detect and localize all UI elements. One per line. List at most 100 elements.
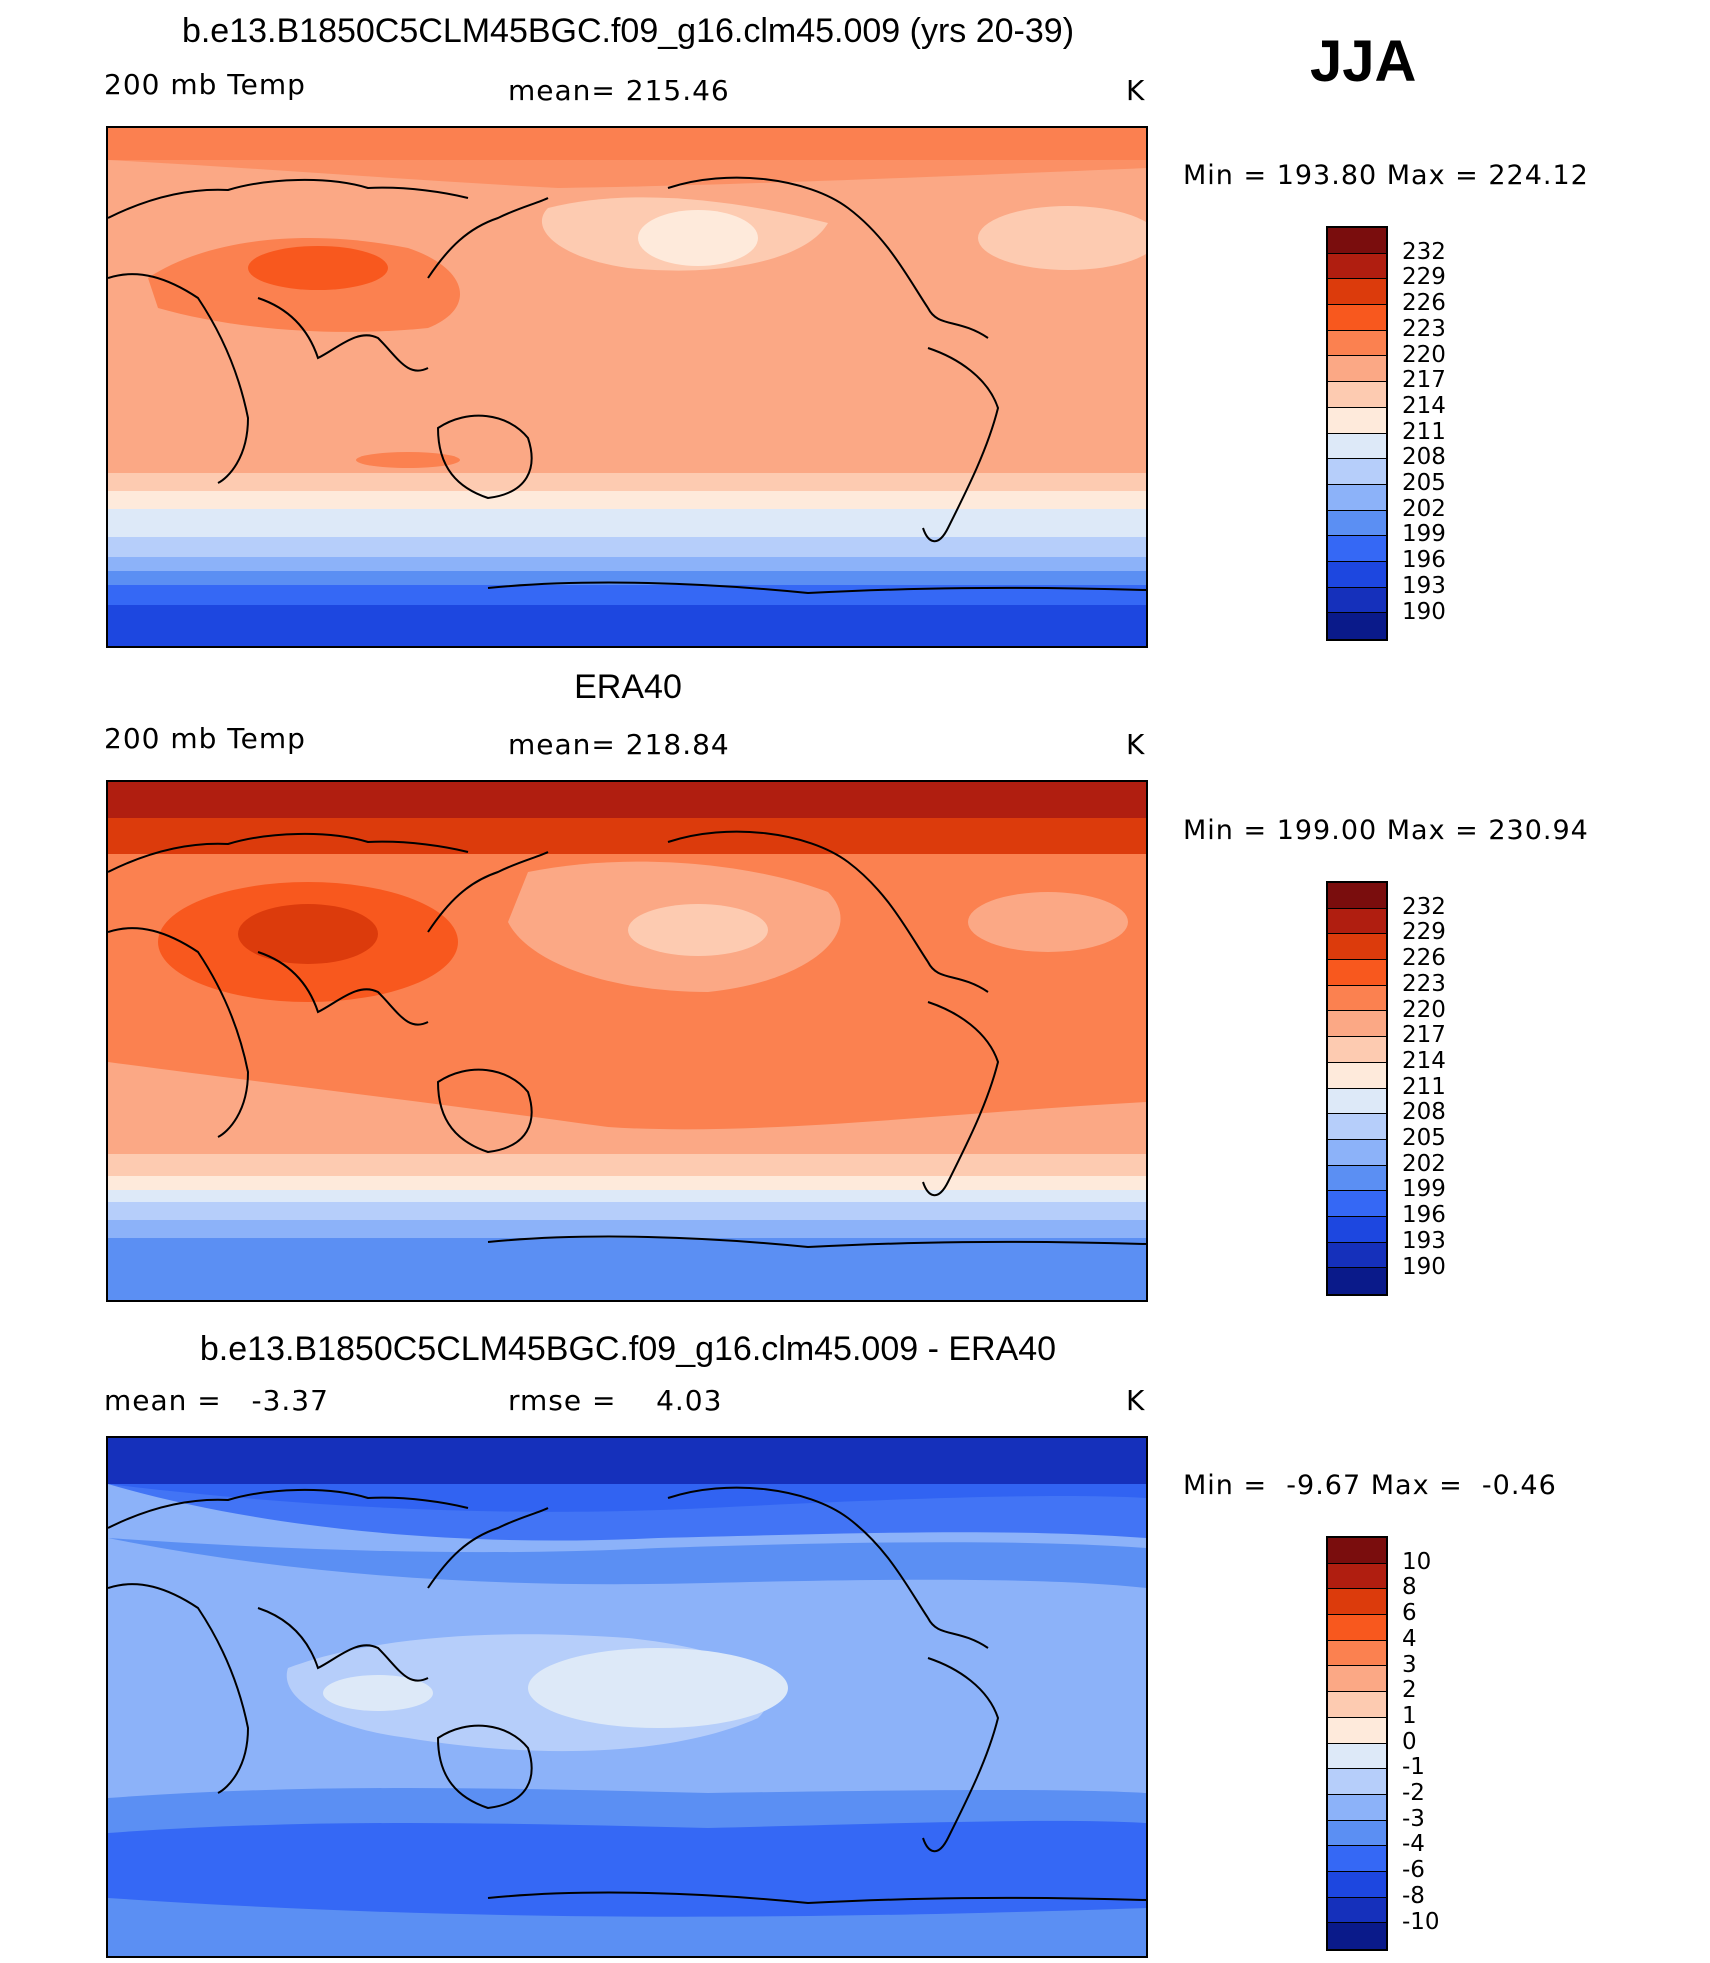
colorbar-box	[1328, 1794, 1386, 1821]
colorbar-tick-label: 220	[1402, 341, 1446, 368]
panel-1-colorbar-boxes	[1326, 226, 1388, 641]
panel-2-coast-north-america	[667, 830, 989, 993]
panel-2-coast-south-america	[922, 1001, 1000, 1197]
colorbar-box	[1328, 1037, 1386, 1063]
panel-2-band-s5	[108, 1220, 1146, 1238]
panel-3-coast-africa	[108, 1583, 250, 1794]
panel-3-band-arctic	[108, 1438, 1146, 1484]
colorbar-tick-label: 229	[1402, 919, 1446, 946]
colorbar-box	[1328, 1139, 1386, 1166]
colorbar-box	[1328, 587, 1386, 614]
colorbar-tick-label: 199	[1402, 1176, 1446, 1203]
panel-3-coast-south-america	[922, 1657, 1000, 1853]
panel-3-coast-eurasia-north	[108, 1489, 469, 1529]
panel-3-colorbar-boxes	[1326, 1536, 1388, 1951]
colorbar-tick-label: 10	[1402, 1548, 1432, 1575]
panel-1-map-svg	[108, 128, 1146, 646]
panel-3-rmse: rmse = 4.03	[508, 1384, 723, 1417]
colorbar-tick-label: 220	[1402, 996, 1446, 1023]
panel-1-sh-warm	[356, 452, 460, 468]
colorbar-box	[1328, 1743, 1386, 1770]
colorbar-tick-label: 223	[1402, 970, 1446, 997]
colorbar-tick-label: 208	[1402, 444, 1446, 471]
colorbar-tick-label: 229	[1402, 264, 1446, 291]
panel-1-coast-north-america	[667, 176, 989, 339]
colorbar-box	[1328, 536, 1386, 562]
panel-3-coast-australia	[436, 1724, 533, 1810]
panel-3-colorbar: 10 8 6 4 3 2 1 0 -1 -2 -3 -4 -6 -8 -10	[1326, 1536, 1440, 1951]
colorbar-box	[1328, 1088, 1386, 1115]
panel-1-coast-east-asia	[427, 197, 549, 279]
colorbar-tick-label: 214	[1402, 1047, 1446, 1074]
colorbar-box	[1328, 407, 1386, 434]
colorbar-tick-label: 223	[1402, 315, 1446, 342]
panel-2-band-arctic	[108, 782, 1146, 818]
panel-1-band-s6	[108, 571, 1146, 585]
panel-1-coast-south-asia	[257, 297, 429, 372]
colorbar-box	[1328, 330, 1386, 357]
panel-1-coast-africa	[108, 273, 250, 484]
panel-2-coastlines	[108, 830, 1146, 1249]
panel-3-coast-north-america	[667, 1486, 989, 1649]
panel-2-pacific-core	[628, 904, 768, 956]
panel-1-colorbar: 232 229 226 223 220 217 214 211 208 205 202 199 196 1…	[1326, 226, 1446, 641]
colorbar-tick-label: 0	[1402, 1728, 1417, 1755]
colorbar-tick-label: 211	[1402, 418, 1446, 445]
panel-2-colorbar-boxes	[1326, 881, 1388, 1296]
panel-3-units: K	[1126, 1384, 1146, 1417]
colorbar-box	[1328, 1871, 1386, 1898]
colorbar-tick-label: 205	[1402, 470, 1446, 496]
panel-2-band-s3	[108, 1190, 1146, 1202]
panel-2-band-s6	[108, 1238, 1146, 1300]
panel-2-title: ERA40	[574, 668, 682, 706]
colorbar-box	[1328, 356, 1386, 383]
panel-1-band-s3	[108, 509, 1146, 537]
colorbar-box	[1328, 883, 1386, 909]
panel-3-map-svg	[108, 1438, 1146, 1956]
panel-1-coastlines	[108, 176, 1146, 595]
panel-1-atlantic-high	[978, 206, 1146, 270]
colorbar-box	[1328, 934, 1386, 961]
panel-3-minmax: Min = -9.67 Max = -0.46	[1183, 1470, 1557, 1501]
colorbar-tick-label: -6	[1402, 1857, 1425, 1884]
colorbar-box	[1328, 1692, 1386, 1718]
panel-1-coast-eurasia-north	[108, 179, 469, 219]
panel-2-tibet-core	[238, 904, 378, 964]
colorbar-box	[1328, 1640, 1386, 1667]
colorbar-tick-label: 217	[1402, 367, 1446, 394]
panel-2-mean: mean= 218.84	[508, 728, 730, 761]
colorbar-tick-label: -8	[1402, 1882, 1425, 1909]
panel-1-field-label: 200 mb Temp	[104, 68, 306, 101]
panel-2-coast-south-asia	[257, 951, 429, 1026]
colorbar-tick-label: -2	[1402, 1780, 1425, 1806]
colorbar-tick-label: 226	[1402, 945, 1446, 972]
panel-2-coast-australia	[436, 1068, 533, 1154]
colorbar-box	[1328, 1666, 1386, 1693]
colorbar-box	[1328, 382, 1386, 408]
colorbar-box	[1328, 1268, 1386, 1294]
season-label: JJA	[1310, 29, 1417, 94]
panel-3-indian-core	[323, 1675, 433, 1711]
colorbar-box	[1328, 1114, 1386, 1140]
panel-2-map	[106, 780, 1148, 1302]
panel-3-coastlines	[108, 1486, 1146, 1905]
colorbar-tick-label: 193	[1402, 572, 1446, 599]
colorbar-box	[1328, 1769, 1386, 1795]
colorbar-box	[1328, 1242, 1386, 1269]
panel-3-antarctic-band	[108, 1898, 1146, 1956]
panel-1-coast-australia	[436, 414, 533, 500]
panel-1-band-s8	[108, 605, 1146, 646]
panel-1-band-north	[108, 128, 1146, 188]
panel-2-units: K	[1126, 728, 1146, 761]
colorbar-box	[1328, 1062, 1386, 1089]
panel-1-band-s4	[108, 537, 1146, 557]
colorbar-tick-label: 202	[1402, 495, 1446, 522]
colorbar-box	[1328, 613, 1386, 639]
panel-2-coast-africa	[108, 927, 250, 1138]
colorbar-box	[1328, 985, 1386, 1012]
colorbar-tick-label: 232	[1402, 238, 1446, 265]
colorbar-box	[1328, 433, 1386, 460]
colorbar-box	[1328, 1820, 1386, 1847]
panel-2-band-north	[108, 818, 1146, 854]
colorbar-tick-label: 211	[1402, 1073, 1446, 1100]
